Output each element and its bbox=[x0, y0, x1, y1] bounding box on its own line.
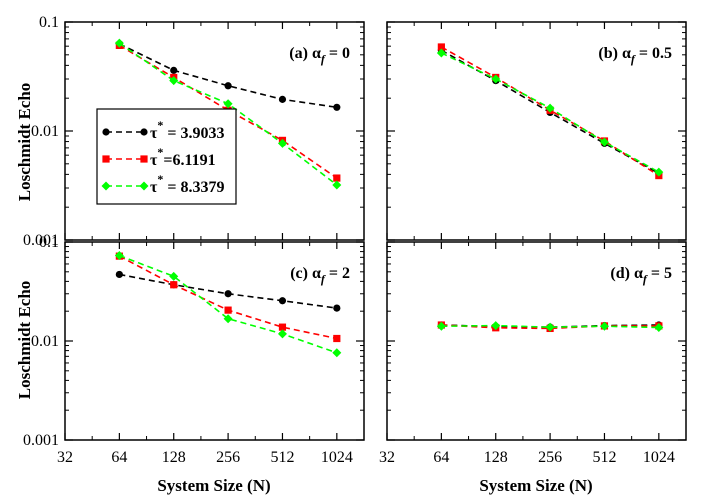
data-point bbox=[115, 270, 123, 279]
x-tick-label: 1024 bbox=[321, 449, 353, 466]
legend: τ* = 3.9033 τ*=6.1191 τ* = 8.3379 bbox=[96, 108, 237, 205]
data-point bbox=[224, 306, 232, 314]
series-line-3 bbox=[119, 254, 338, 354]
y-axis-title: Loschmidt Echo bbox=[15, 83, 34, 202]
data-point bbox=[332, 180, 342, 190]
x-tick-label: 1024 bbox=[643, 449, 675, 466]
panel-title: (d) αf = 5 bbox=[610, 265, 672, 286]
data-point bbox=[277, 329, 287, 339]
x-tick-label: 512 bbox=[270, 449, 294, 466]
data-point bbox=[278, 323, 287, 331]
panel-d: 32 64 128 256 512 1024 (d) αf = 5 bbox=[379, 241, 687, 466]
legend-marker bbox=[140, 128, 148, 136]
data-point bbox=[491, 321, 501, 331]
data-point bbox=[278, 95, 287, 103]
x-tick-label: 64 bbox=[433, 449, 449, 466]
panel-b: (b) αf = 0.5 bbox=[386, 21, 687, 241]
data-point bbox=[654, 322, 664, 332]
legend-marker bbox=[102, 128, 110, 136]
legend-marker bbox=[101, 181, 111, 191]
legend-label: τ* = 8.3379 bbox=[150, 172, 225, 196]
data-point bbox=[545, 322, 555, 332]
series-line-3 bbox=[441, 324, 659, 329]
data-point bbox=[333, 103, 341, 111]
data-point bbox=[277, 138, 287, 148]
series-line-2 bbox=[118, 44, 338, 179]
panel-a: 0.001 0.01 0.1 (a) αf = 0 bbox=[23, 14, 365, 249]
data-point bbox=[654, 167, 664, 177]
data-point bbox=[437, 43, 445, 51]
y-axis-title: Loschmidt Echo bbox=[15, 281, 34, 400]
x-axis-title: System Size (N) bbox=[157, 476, 270, 495]
x-tick-label: 32 bbox=[379, 449, 395, 466]
data-point bbox=[169, 76, 179, 86]
data-point bbox=[436, 321, 446, 331]
data-point bbox=[278, 297, 287, 305]
data-point bbox=[114, 38, 124, 48]
x-tick-label: 128 bbox=[484, 449, 508, 466]
data-point bbox=[436, 48, 446, 58]
legend-label: τ*=6.1191 bbox=[150, 145, 216, 169]
y-tick-label: 0.001 bbox=[23, 232, 59, 249]
data-point bbox=[223, 314, 233, 324]
data-point bbox=[223, 99, 233, 109]
x-tick-label: 256 bbox=[216, 449, 240, 466]
data-point bbox=[545, 103, 555, 113]
y-tick-label: 0.01 bbox=[31, 123, 59, 140]
data-point bbox=[333, 304, 341, 312]
legend-label: τ* = 3.9033 bbox=[150, 118, 225, 142]
data-point bbox=[491, 74, 501, 84]
data-point bbox=[599, 137, 609, 147]
x-tick-label: 128 bbox=[162, 449, 186, 466]
data-point bbox=[170, 281, 178, 289]
data-point bbox=[599, 321, 609, 331]
legend-marker bbox=[140, 155, 148, 163]
data-point bbox=[332, 348, 342, 358]
data-point bbox=[224, 290, 232, 298]
data-point bbox=[333, 174, 341, 182]
data-point bbox=[224, 82, 232, 90]
x-tick-label: 32 bbox=[57, 449, 73, 466]
x-axis-title: System Size (N) bbox=[479, 476, 592, 495]
legend-marker bbox=[102, 155, 110, 163]
panel-title: (a) αf = 0 bbox=[289, 45, 350, 66]
panel-title: (b) αf = 0.5 bbox=[598, 45, 672, 66]
x-tick-label: 512 bbox=[592, 449, 616, 466]
y-tick-label: 0.01 bbox=[31, 333, 59, 350]
data-point bbox=[114, 251, 124, 261]
panel-c: 32 64 128 256 512 1024 0.001 0.01 0.1 (c) αf = 2 bbox=[23, 234, 365, 466]
legend-marker bbox=[139, 181, 149, 191]
y-tick-label: 0.1 bbox=[39, 14, 59, 31]
series-line-1 bbox=[119, 43, 337, 109]
panel-title: (c) αf = 2 bbox=[290, 265, 350, 286]
data-point bbox=[333, 334, 341, 343]
x-tick-label: 64 bbox=[111, 449, 127, 466]
y-tick-label: 0.001 bbox=[23, 432, 59, 449]
y-tick-label: 0.1 bbox=[39, 234, 59, 251]
x-tick-label: 256 bbox=[538, 449, 562, 466]
data-point bbox=[169, 271, 179, 281]
data-point bbox=[170, 66, 178, 74]
legend-box bbox=[96, 108, 237, 205]
